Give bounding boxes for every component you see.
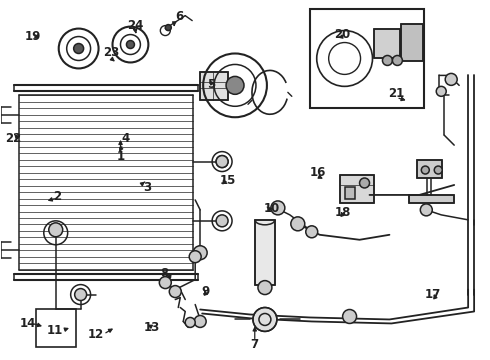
Circle shape xyxy=(258,280,272,294)
Text: 2: 2 xyxy=(53,190,61,203)
Text: 22: 22 xyxy=(5,132,21,145)
Text: 16: 16 xyxy=(310,166,326,179)
Text: 12: 12 xyxy=(88,328,104,341)
Text: 14: 14 xyxy=(20,317,36,330)
Text: 19: 19 xyxy=(24,30,41,43)
Bar xyxy=(409,195,454,203)
Bar xyxy=(344,187,355,199)
Bar xyxy=(310,9,424,108)
Circle shape xyxy=(306,226,318,238)
Text: 20: 20 xyxy=(335,28,351,41)
Circle shape xyxy=(226,76,244,94)
Text: 4: 4 xyxy=(122,132,129,145)
Circle shape xyxy=(189,251,201,263)
Bar xyxy=(255,220,275,285)
Circle shape xyxy=(216,215,228,227)
Circle shape xyxy=(216,156,228,167)
Bar xyxy=(401,24,423,62)
Circle shape xyxy=(253,307,277,332)
Circle shape xyxy=(185,318,195,328)
Circle shape xyxy=(271,201,285,215)
Circle shape xyxy=(343,310,357,323)
Text: 3: 3 xyxy=(143,181,151,194)
Text: 7: 7 xyxy=(251,338,259,351)
Text: 13: 13 xyxy=(144,320,160,333)
Bar xyxy=(340,175,374,203)
Text: 11: 11 xyxy=(47,324,63,337)
Text: 17: 17 xyxy=(425,288,441,301)
Text: 6: 6 xyxy=(175,10,183,23)
Bar xyxy=(409,195,454,203)
Circle shape xyxy=(421,166,429,174)
Text: 24: 24 xyxy=(127,19,144,32)
Bar xyxy=(374,28,400,58)
Circle shape xyxy=(74,44,84,54)
Circle shape xyxy=(420,204,432,216)
Circle shape xyxy=(434,166,442,174)
Circle shape xyxy=(216,156,228,167)
Circle shape xyxy=(49,223,63,237)
Circle shape xyxy=(360,178,369,188)
Circle shape xyxy=(74,289,87,301)
Circle shape xyxy=(392,55,402,66)
Text: 10: 10 xyxy=(264,202,280,215)
Circle shape xyxy=(383,55,392,66)
Circle shape xyxy=(291,217,305,231)
Text: 8: 8 xyxy=(160,267,169,280)
Bar xyxy=(374,28,400,58)
Circle shape xyxy=(445,73,457,85)
Bar xyxy=(417,160,442,178)
Text: 15: 15 xyxy=(220,174,236,186)
Circle shape xyxy=(126,41,134,49)
Circle shape xyxy=(193,246,207,260)
Circle shape xyxy=(159,276,171,289)
Circle shape xyxy=(436,86,446,96)
Text: 9: 9 xyxy=(202,285,210,298)
Bar xyxy=(255,220,275,285)
Circle shape xyxy=(194,315,206,328)
Bar xyxy=(200,72,228,100)
Bar xyxy=(200,72,228,100)
Text: 21: 21 xyxy=(388,87,404,100)
Circle shape xyxy=(165,24,172,31)
Bar xyxy=(36,310,75,347)
Text: 18: 18 xyxy=(335,206,351,219)
Text: 1: 1 xyxy=(117,150,124,163)
Text: 23: 23 xyxy=(102,46,119,59)
Bar xyxy=(401,24,423,62)
Bar xyxy=(417,160,442,178)
Bar xyxy=(340,175,374,203)
Text: 5: 5 xyxy=(207,78,215,91)
Circle shape xyxy=(169,285,181,298)
